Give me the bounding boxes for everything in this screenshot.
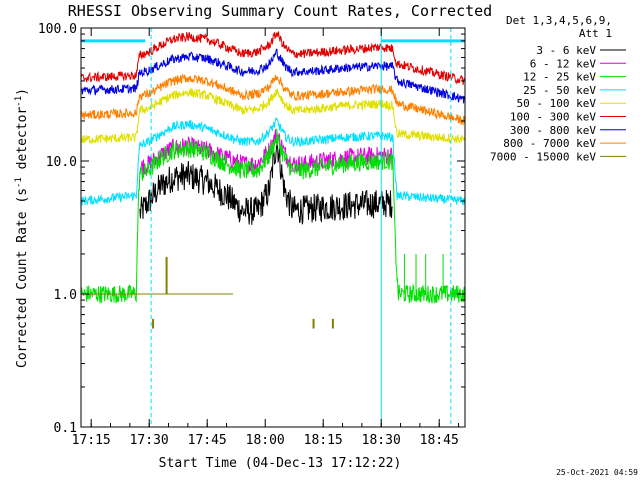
x-axis-label: Start Time (04-Dec-13 17:12:22) <box>159 456 402 471</box>
legend-label: 7000 - 15000 keV <box>490 150 596 163</box>
chart-title: RHESSI Observing Summary Count Rates, Co… <box>68 2 492 20</box>
legend-header-line-1: Det 1,3,4,5,6,9, <box>506 14 612 27</box>
vertical-markers <box>80 28 465 427</box>
legend-label: 300 - 800 keV <box>510 124 596 137</box>
y-tick-label: 100.0 <box>38 22 77 37</box>
legend-header-line-2: Att 1 <box>579 27 612 40</box>
legend-label: 800 - 7000 keV <box>503 137 596 150</box>
legend-label: 3 - 6 keV <box>536 44 596 57</box>
legend-label: 50 - 100 keV <box>517 97 597 110</box>
y-tick-label: 0.1 <box>54 421 77 436</box>
y-tick-label: 10.0 <box>46 155 77 170</box>
legend-label: 6 - 12 keV <box>530 57 597 70</box>
y-tick-label: 1.0 <box>54 288 77 303</box>
y-axis-ticks: 100.0 10.0 1.0 0.1 <box>38 22 465 436</box>
axes-frame <box>80 27 466 428</box>
plot-area <box>80 31 466 329</box>
x-tick-label: 17:15 <box>72 433 111 448</box>
x-axis-ticks: 17:15 17:30 17:45 18:00 18:15 18:30 18:45 <box>72 28 460 448</box>
series-line-2 <box>80 128 466 304</box>
x-tick-label: 18:00 <box>246 433 285 448</box>
legend-label: 100 - 300 keV <box>510 111 596 124</box>
x-tick-label: 18:30 <box>362 433 401 448</box>
legend-label: 12 - 25 keV <box>523 71 596 84</box>
series-line-7 <box>80 73 466 127</box>
series-line-3 <box>80 117 466 206</box>
y-axis-label: Corrected Count Rate (s-1 detector-1) <box>14 88 30 368</box>
series-line-6 <box>80 48 466 104</box>
x-tick-label: 18:15 <box>304 433 343 448</box>
series-line-4 <box>80 88 466 144</box>
footer-timestamp: 25-Oct-2021 04:59 <box>556 468 638 477</box>
x-tick-label: 18:45 <box>420 433 459 448</box>
series-line-5 <box>80 31 466 85</box>
legend-label: 25 - 50 keV <box>523 84 596 97</box>
x-tick-label: 17:45 <box>188 433 227 448</box>
series-line-0 <box>139 143 393 225</box>
x-tick-label: 17:30 <box>130 433 169 448</box>
